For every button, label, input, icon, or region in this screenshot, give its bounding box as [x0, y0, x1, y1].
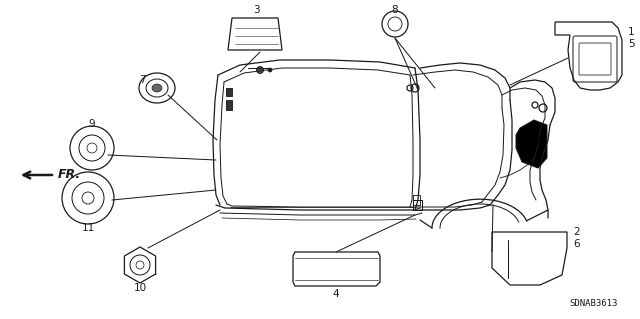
Polygon shape	[228, 18, 282, 50]
Circle shape	[82, 192, 94, 204]
Circle shape	[136, 261, 144, 269]
Text: FR.: FR.	[58, 168, 81, 182]
Circle shape	[268, 68, 272, 72]
Text: 3: 3	[253, 5, 259, 15]
Circle shape	[382, 11, 408, 37]
Text: 2: 2	[573, 227, 580, 237]
Polygon shape	[293, 252, 380, 286]
Polygon shape	[492, 232, 567, 285]
Polygon shape	[516, 120, 547, 168]
Text: 10: 10	[133, 283, 147, 293]
Text: 7: 7	[139, 75, 145, 85]
Text: 9: 9	[89, 119, 95, 129]
Circle shape	[87, 143, 97, 153]
Polygon shape	[226, 100, 232, 110]
Text: 5: 5	[628, 39, 635, 49]
Circle shape	[257, 66, 264, 73]
Text: 11: 11	[81, 223, 95, 233]
Circle shape	[70, 126, 114, 170]
Text: 1: 1	[628, 27, 635, 37]
Circle shape	[62, 172, 114, 224]
Text: 8: 8	[392, 5, 398, 15]
Polygon shape	[226, 88, 232, 96]
Text: 4: 4	[333, 289, 339, 299]
Text: 6: 6	[573, 239, 580, 249]
Ellipse shape	[152, 84, 162, 92]
Text: SDNAB3613: SDNAB3613	[570, 299, 618, 308]
Polygon shape	[555, 22, 622, 90]
